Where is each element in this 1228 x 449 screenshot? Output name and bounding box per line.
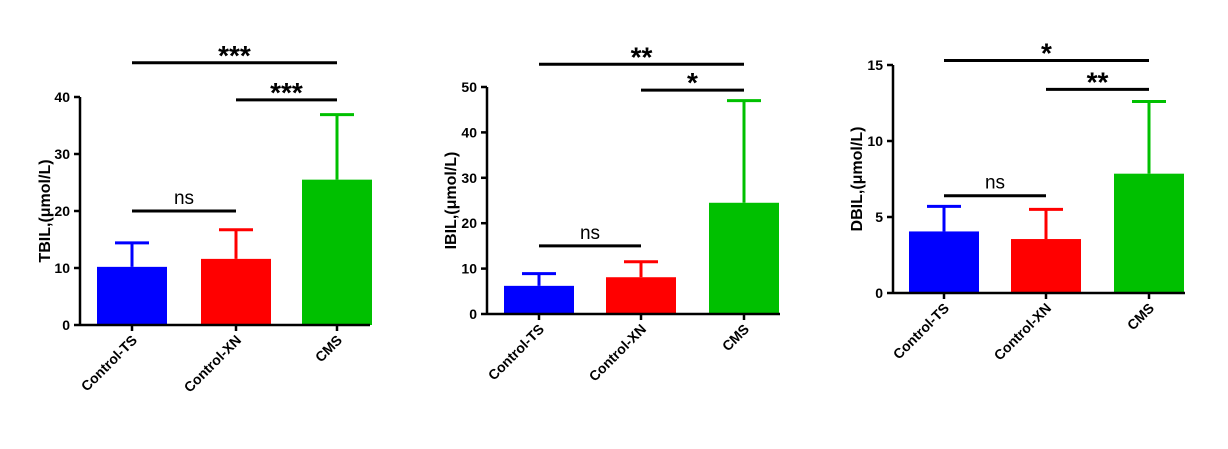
chart-panel-3: 0 5 10 15 Control-TS Control-XN CMS DBIL,(μmol/…	[849, 37, 1185, 363]
bar-cms	[302, 179, 372, 325]
y-tick-label: 20	[461, 215, 477, 231]
bar-control-xn	[201, 258, 271, 325]
y-tick-label: 0	[469, 306, 477, 322]
x-tick-label: CMS	[719, 321, 752, 354]
bar-control-ts	[909, 231, 979, 293]
x-tick-label: Control-XN	[991, 300, 1055, 364]
y-axis-label: TBIL,(μmol/L)	[37, 159, 54, 262]
bar-control-xn	[1011, 239, 1081, 293]
bar-cms	[709, 202, 779, 314]
x-tick-label: Control-XN	[586, 321, 650, 385]
chart-panel-1: 0 10 20 30 40 Control-TS Control-XN CMS TBIL,(μm…	[37, 40, 372, 396]
significance-label: *	[1041, 37, 1052, 68]
y-tick-label: 10	[461, 261, 477, 277]
y-tick-label: 0	[62, 317, 70, 333]
y-axis-label: IBIL,(μmol/L)	[443, 152, 460, 250]
significance-label: ns	[985, 173, 1005, 194]
y-tick-label: 50	[461, 79, 477, 95]
x-tick-label: Control-TS	[890, 300, 952, 362]
bar-cms	[1114, 173, 1184, 293]
y-tick-label: 5	[875, 209, 883, 225]
x-tick-label: CMS	[1124, 300, 1157, 333]
y-tick-label: 40	[54, 89, 70, 105]
bar-control-xn	[606, 277, 676, 314]
y-tick-label: 10	[867, 133, 883, 149]
bar-control-ts	[504, 285, 574, 314]
y-tick-label: 40	[461, 124, 477, 140]
y-tick-label: 20	[54, 203, 70, 219]
y-tick-label: 10	[54, 260, 70, 276]
y-axis-label: DBIL,(μmol/L)	[849, 127, 866, 232]
significance-label: **	[631, 41, 653, 72]
y-tick-label: 15	[867, 57, 883, 73]
chart-panel-2: 0 10 20 30 40 50 Control-TS Control-XN CMS IBIL,(…	[443, 41, 780, 384]
significance-label: ***	[218, 40, 251, 71]
y-tick-label: 0	[875, 285, 883, 301]
y-tick-label: 30	[54, 146, 70, 162]
x-tick-label: Control-XN	[181, 332, 245, 396]
significance-label: ***	[270, 77, 303, 108]
significance-label: *	[687, 67, 698, 98]
y-tick-label: 30	[461, 170, 477, 186]
x-tick-label: Control-TS	[485, 321, 547, 383]
significance-label: ns	[580, 223, 600, 244]
x-tick-label: CMS	[312, 332, 345, 365]
x-tick-label: Control-TS	[78, 332, 140, 394]
significance-label: ns	[174, 188, 194, 209]
significance-label: **	[1087, 66, 1109, 97]
bar-control-ts	[97, 266, 167, 325]
